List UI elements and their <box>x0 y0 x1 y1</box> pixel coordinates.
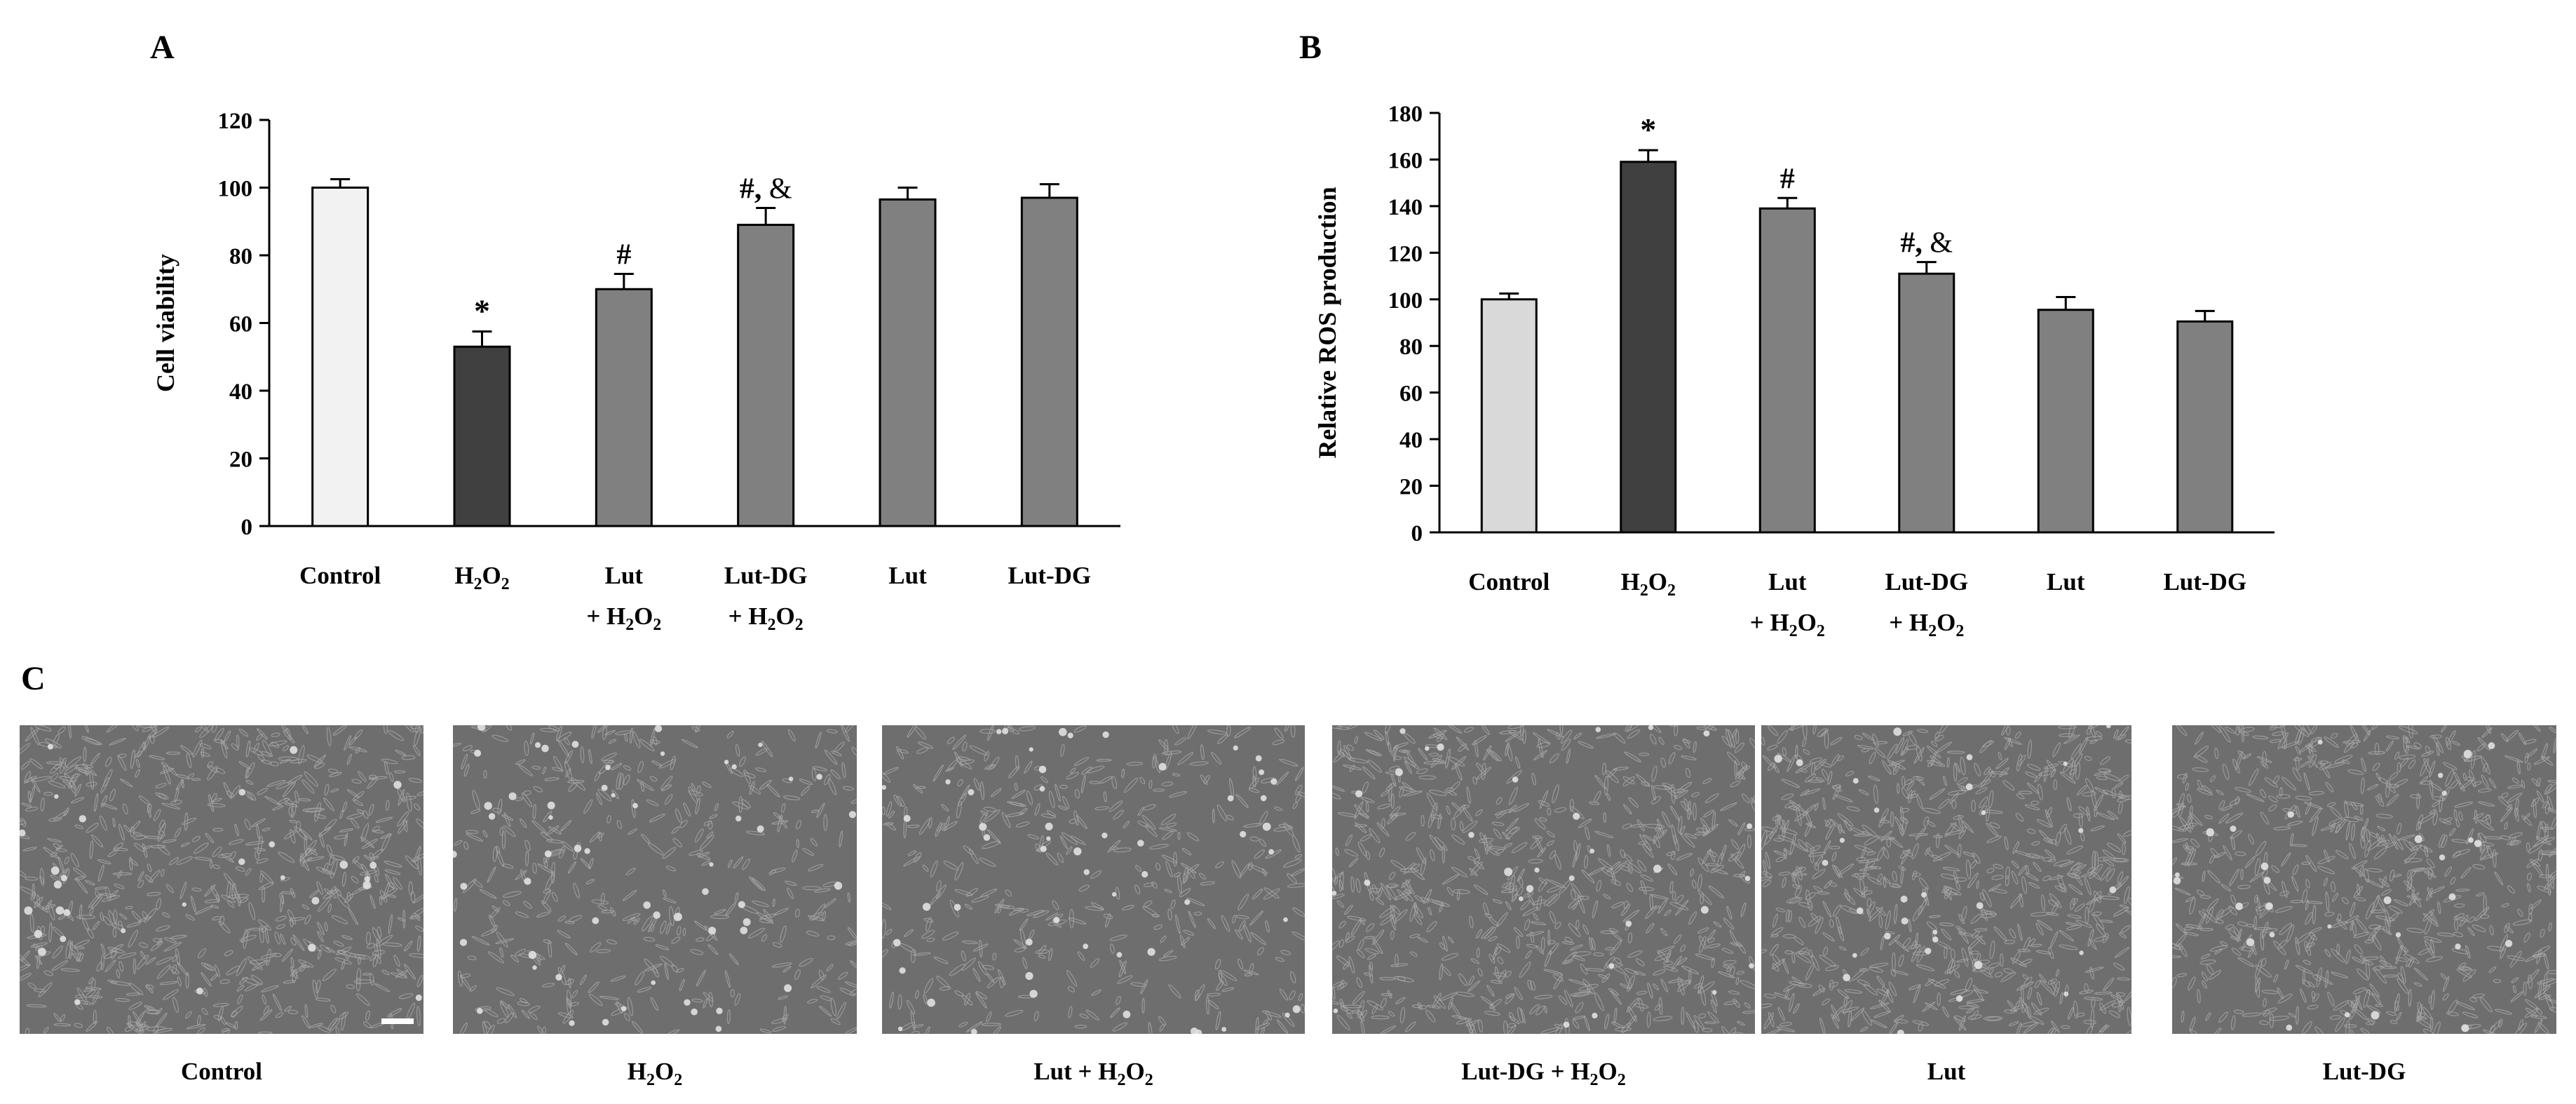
x-tick-label: Lut-DG <box>2163 568 2246 595</box>
y-tick-label: 120 <box>1388 241 1423 267</box>
y-axis-label: Cell viability <box>151 254 179 392</box>
x-tick-label: Lut-DG <box>1885 568 1968 595</box>
bar <box>311 187 370 527</box>
x-tick-label: Lut <box>888 562 927 589</box>
bar <box>1898 272 1955 534</box>
x-tick-label: Lut-DG <box>724 562 808 589</box>
micrograph-image <box>20 725 423 1034</box>
bar <box>1758 207 1816 534</box>
y-tick-label: 0 <box>1411 521 1423 546</box>
x-tick-label: Control <box>299 562 381 589</box>
cell-culture-texture <box>882 725 1305 1034</box>
bar <box>2037 309 2094 534</box>
y-tick-label: 40 <box>229 379 252 405</box>
y-tick-label: 40 <box>1399 428 1423 453</box>
y-tick-label: 20 <box>229 447 252 473</box>
cell-culture-texture <box>2172 725 2556 1034</box>
cell-culture-texture <box>453 725 857 1034</box>
micrograph-caption: Control <box>180 1058 263 1085</box>
cell-culture-texture <box>20 725 423 1034</box>
significance-mark: # <box>1780 163 1795 195</box>
x-tick-label: H2O2 <box>454 562 509 593</box>
x-tick-label-line2: + H2O2 <box>586 603 661 634</box>
bar <box>737 224 795 527</box>
y-tick-label: 80 <box>229 244 252 269</box>
significance-mark: # <box>616 239 631 271</box>
micrograph-caption: H2O2 <box>627 1058 683 1089</box>
bar <box>1620 161 1677 534</box>
y-tick-label: 180 <box>1388 102 1423 127</box>
significance-mark: #, & <box>1900 227 1953 260</box>
micrograph-image <box>453 725 857 1034</box>
cell-culture-texture <box>1761 725 2131 1034</box>
x-tick-label-line2: + H2O2 <box>728 603 804 634</box>
x-tick-label-line2: + H2O2 <box>1750 609 1825 640</box>
bar <box>879 198 937 527</box>
scale-bar <box>381 1018 414 1024</box>
x-tick-label-line2: + H2O2 <box>1889 609 1964 640</box>
y-tick-label: 20 <box>1399 475 1423 500</box>
y-tick-label: 100 <box>218 177 253 202</box>
y-axis-label: Relative ROS production <box>1313 187 1341 458</box>
x-tick-label: Lut <box>2047 568 2085 595</box>
bar <box>1480 298 1538 534</box>
micrograph-image <box>1332 725 1755 1034</box>
micrograph-image <box>1761 725 2131 1034</box>
y-tick-label: 100 <box>1388 288 1423 314</box>
y-tick-label: 60 <box>229 312 252 337</box>
y-tick-label: 160 <box>1388 148 1423 173</box>
x-tick-label: Control <box>1468 568 1550 595</box>
micrograph-caption: Lut-DG <box>2322 1058 2406 1085</box>
micrograph-caption: Lut <box>1927 1058 1966 1085</box>
x-tick-label: Lut <box>1768 568 1807 595</box>
bar <box>595 288 653 527</box>
micrograph-caption: Lut + H2O2 <box>1033 1058 1153 1089</box>
x-tick-label: Lut <box>605 562 644 589</box>
x-tick-label: Lut-DG <box>1008 562 1092 589</box>
significance-mark: #, & <box>740 173 792 205</box>
bar <box>2176 320 2234 534</box>
y-tick-label: 80 <box>1399 335 1423 360</box>
bar <box>1020 196 1078 527</box>
y-tick-label: 120 <box>218 109 253 134</box>
significance-mark: * <box>474 293 490 329</box>
panel-label-a: A <box>150 29 175 66</box>
panel-label-c: C <box>21 660 46 697</box>
y-tick-label: 0 <box>241 515 253 540</box>
cell-viability-chart: 0 20 40 60 80 100 120 Cell viability Control * H2O… <box>151 109 1120 634</box>
x-tick-label: H2O2 <box>1621 568 1676 600</box>
significance-mark: * <box>1640 112 1656 147</box>
ros-production-chart: 0 20 40 60 80 100 120 140 160 180 Relative ROS pro… <box>1313 102 2275 640</box>
micrograph-image <box>882 725 1305 1034</box>
cell-culture-texture <box>1332 725 1755 1034</box>
bar <box>453 345 511 527</box>
y-tick-label: 60 <box>1399 382 1423 407</box>
y-tick-label: 140 <box>1388 195 1423 220</box>
panel-label-b: B <box>1299 29 1322 66</box>
micrograph-caption: Lut-DG + H2O2 <box>1461 1058 1626 1089</box>
micrograph-image <box>2172 725 2556 1034</box>
